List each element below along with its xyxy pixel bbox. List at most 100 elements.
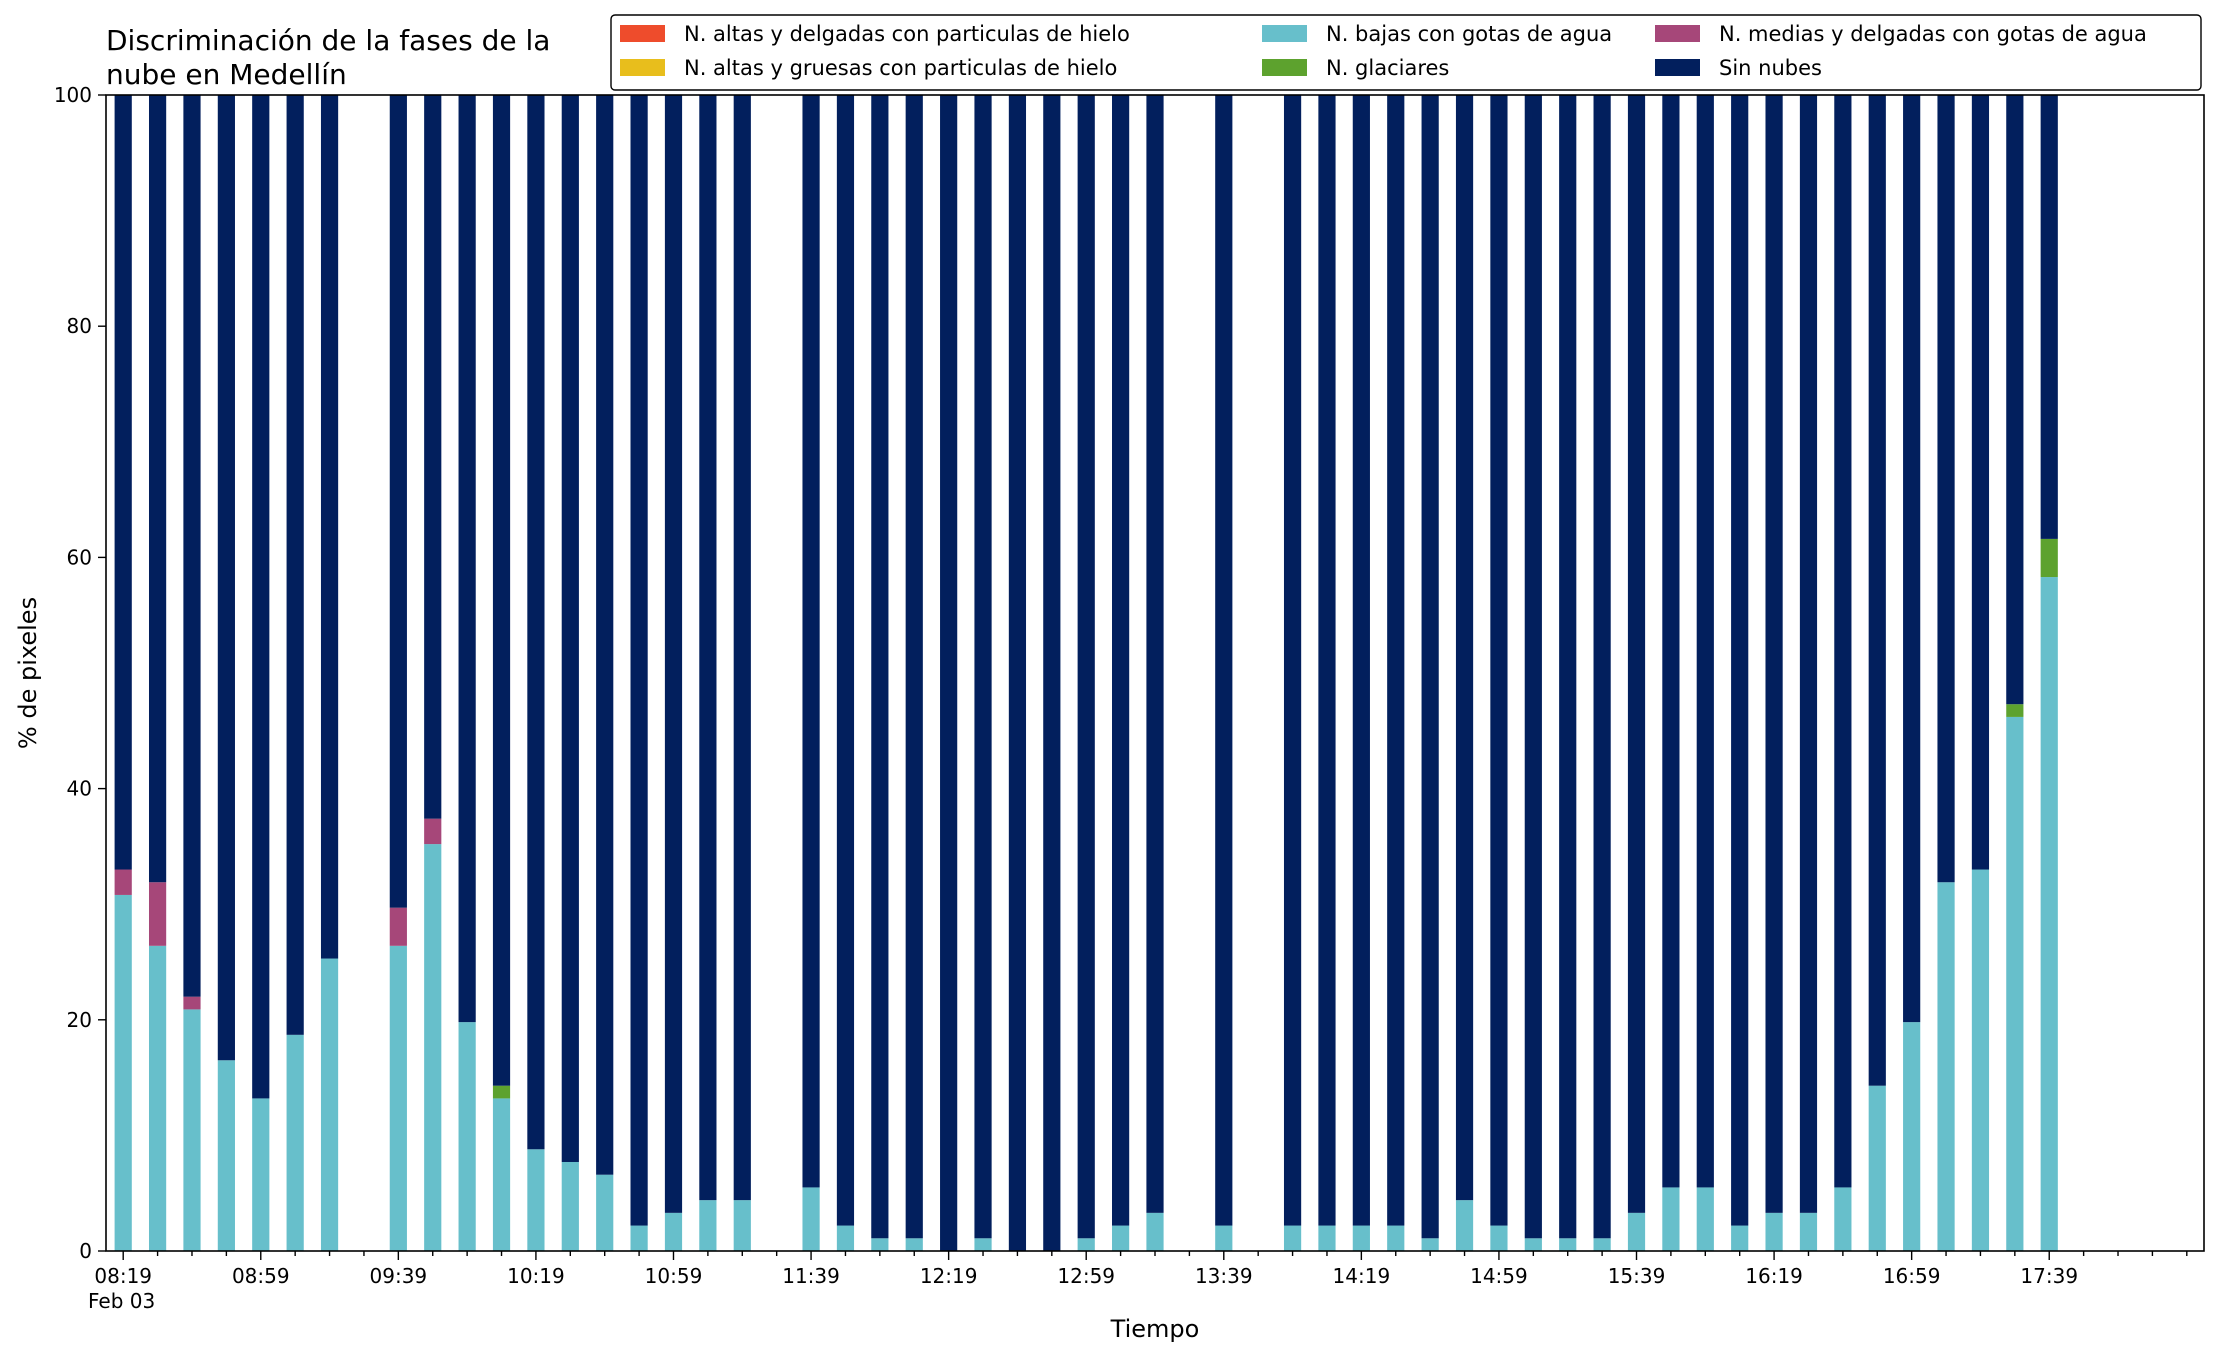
x-axis-ticks: 08:19 08:59 09:39 10:19 10:59 11:39 12:19 12:59…	[94, 1251, 2188, 1288]
bar-segment	[424, 95, 442, 819]
bar-segment	[1387, 95, 1405, 1226]
legend-label: N. medias y delgadas con gotas de agua	[1719, 22, 2147, 46]
bar-segment	[1455, 95, 1474, 1201]
bar-segment	[1352, 95, 1370, 1226]
bar-segment	[836, 95, 855, 1226]
legend-swatch	[1655, 25, 1700, 42]
x-axis-label: Tiempo	[1110, 1315, 1200, 1343]
bar-segment	[1077, 95, 1095, 1239]
bar-segment	[286, 1034, 304, 1251]
x-tick-label: 16:59	[1883, 1264, 1941, 1288]
bar-segment	[183, 996, 201, 1010]
bar-segment	[974, 1238, 992, 1251]
bar-segment	[1043, 95, 1061, 1251]
bar-segment	[1283, 95, 1302, 1226]
bar-segment	[389, 945, 407, 1251]
bar-segment	[1765, 95, 1783, 1213]
bar-segment	[1834, 95, 1852, 1188]
chart-title-line-2: nube en Medellín	[106, 58, 347, 91]
bars	[114, 95, 2058, 1251]
bar-segment	[2006, 716, 2024, 1251]
x-tick-label: 12:59	[1057, 1264, 1115, 1288]
legend-label: N. glaciares	[1326, 56, 1449, 80]
bar-segment	[1731, 1225, 1749, 1251]
bar-segment	[1868, 1085, 1886, 1251]
x-date-label: Feb 03	[88, 1289, 155, 1313]
bar-segment	[664, 95, 683, 1213]
bar-segment	[1627, 1212, 1646, 1251]
y-axis-ticks: 0 20 40 60 80 100	[54, 83, 106, 1263]
bar-segment	[1112, 95, 1130, 1226]
y-tick-label: 0	[79, 1239, 92, 1263]
bar-segment	[1662, 95, 1680, 1188]
bar-segment	[1421, 95, 1439, 1239]
legend-label: N. altas y delgadas con particulas de hi…	[684, 22, 1130, 46]
bar-segment	[561, 1161, 579, 1251]
bar-segment	[458, 95, 476, 1023]
bar-segment	[1146, 1212, 1164, 1251]
bar-segment	[252, 95, 270, 1099]
x-tick-label: 08:59	[232, 1264, 290, 1288]
bar-segment	[286, 95, 304, 1035]
bar-segment	[1799, 95, 1818, 1213]
bar-segment	[1937, 882, 1955, 1251]
bar-segment	[1318, 1225, 1336, 1251]
bar-segment	[1455, 1200, 1474, 1251]
bar-segment	[148, 882, 167, 946]
legend-swatch	[1655, 59, 1700, 76]
bar-segment	[389, 907, 407, 946]
bar-segment	[1490, 1225, 1508, 1251]
bar-segment	[183, 95, 201, 997]
legend-swatch	[1262, 25, 1307, 42]
bar-segment	[836, 1225, 855, 1251]
bar-segment	[733, 1200, 751, 1251]
bar-segment	[217, 95, 235, 1061]
bar-segment	[424, 844, 442, 1251]
x-tick-label: 13:39	[1195, 1264, 1253, 1288]
bar-segment	[1559, 95, 1577, 1239]
bar-segment	[802, 1187, 820, 1251]
y-tick-label: 20	[67, 1008, 92, 1032]
x-tick-label: 14:59	[1470, 1264, 1528, 1288]
bar-segment	[1318, 95, 1336, 1226]
bar-segment	[148, 95, 167, 883]
legend-label: Sin nubes	[1719, 56, 1822, 80]
bar-segment	[527, 95, 545, 1150]
bar-segment	[699, 95, 717, 1201]
bar-segment	[1731, 95, 1749, 1226]
bar-segment	[1868, 95, 1886, 1086]
x-tick-label: 09:39	[370, 1264, 428, 1288]
y-tick-label: 80	[67, 314, 92, 338]
bar-segment	[424, 818, 442, 845]
bar-segment	[527, 1149, 545, 1251]
bar-segment	[1937, 95, 1955, 883]
bar-segment	[1524, 95, 1542, 1239]
y-tick-label: 40	[67, 777, 92, 801]
bar-segment	[1971, 95, 1990, 870]
y-axis-label: % de pixeles	[14, 597, 42, 749]
bar-segment	[871, 1238, 889, 1251]
bar-segment	[1146, 95, 1164, 1213]
bar-segment	[1593, 95, 1611, 1239]
y-tick-label: 60	[67, 545, 92, 569]
legend-label: N. altas y gruesas con particulas de hie…	[684, 56, 1117, 80]
bar-segment	[802, 95, 820, 1188]
bar-segment	[252, 1098, 270, 1251]
y-tick-label: 100	[54, 83, 92, 107]
bar-segment	[1903, 95, 1921, 1023]
bar-segment	[596, 95, 614, 1175]
bar-segment	[1799, 1212, 1818, 1251]
bar-segment	[1421, 1238, 1439, 1251]
x-tick-label: 08:19	[94, 1264, 152, 1288]
bar-segment	[1387, 1225, 1405, 1251]
bar-segment	[1627, 95, 1646, 1213]
x-tick-label: 15:39	[1608, 1264, 1666, 1288]
bar-segment	[1662, 1187, 1680, 1251]
bar-segment	[1283, 1225, 1302, 1251]
bar-segment	[148, 945, 167, 1251]
legend-frame	[610, 14, 2202, 91]
bar-segment	[183, 1009, 201, 1251]
bar-segment	[114, 95, 132, 870]
bar-segment	[458, 1022, 476, 1251]
